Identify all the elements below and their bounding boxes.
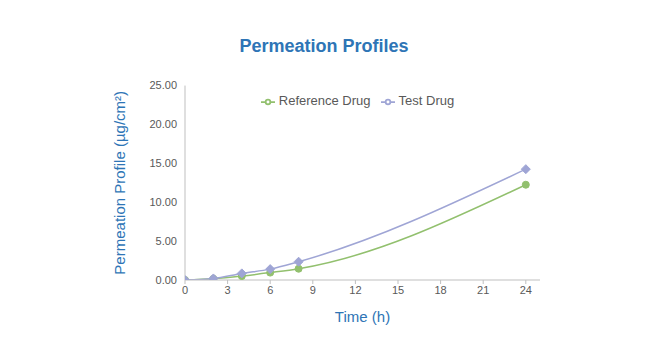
svg-text:0.00: 0.00 xyxy=(156,274,177,286)
svg-text:15.00: 15.00 xyxy=(149,157,177,169)
svg-text:18: 18 xyxy=(434,284,446,296)
svg-text:6: 6 xyxy=(267,284,273,296)
svg-text:20.00: 20.00 xyxy=(149,118,177,130)
svg-text:24: 24 xyxy=(520,284,532,296)
svg-text:3: 3 xyxy=(225,284,231,296)
html-text:Permeation Profiles: Permeation Profiles xyxy=(239,36,409,56)
html-text:Test Drug: Test Drug xyxy=(398,93,455,108)
svg-text:25.00: 25.00 xyxy=(149,79,177,91)
svg-text:12: 12 xyxy=(349,284,361,296)
svg-text:21: 21 xyxy=(477,284,489,296)
svg-text:Permeation Profile (µg/cm²): Permeation Profile (µg/cm²) xyxy=(111,91,128,275)
svg-text:Time (h): Time (h) xyxy=(335,308,390,325)
svg-text:10.00: 10.00 xyxy=(149,196,177,208)
svg-text:15: 15 xyxy=(392,284,404,296)
svg-text:9: 9 xyxy=(310,284,316,296)
svg-text:0: 0 xyxy=(182,284,188,296)
html-text:Reference Drug: Reference Drug xyxy=(278,93,371,108)
svg-text:5.00: 5.00 xyxy=(156,235,177,247)
